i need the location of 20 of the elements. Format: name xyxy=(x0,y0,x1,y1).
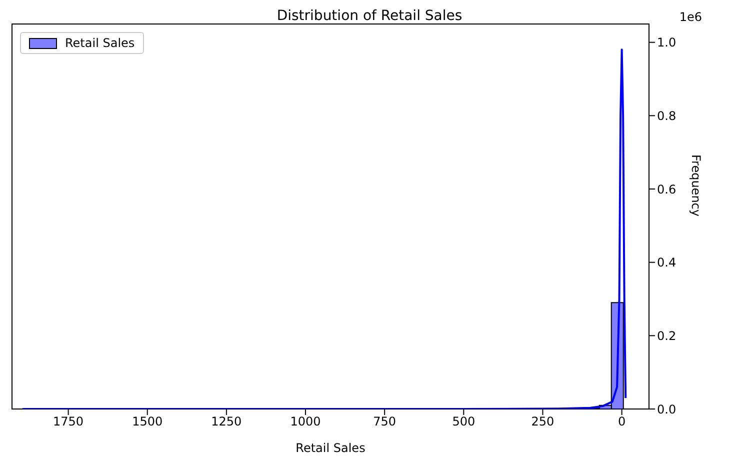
line-series xyxy=(21,48,627,409)
y-tick-label: 0.2 xyxy=(657,328,676,343)
x-tick-label: 1750 xyxy=(53,414,84,429)
y-tick-label: 1.0 xyxy=(657,36,676,50)
y-tick-label: 0.0 xyxy=(657,402,676,416)
y-tick-label: 0.8 xyxy=(657,108,676,123)
y-axis-title: Frequency xyxy=(688,154,703,216)
x-tick-label: 1500 xyxy=(132,414,163,429)
y-tick-label: 0.4 xyxy=(657,256,676,270)
x-tick-label: 1000 xyxy=(290,414,321,429)
x-tick-label: 0 xyxy=(618,414,626,429)
x-axis-title: Retail Sales xyxy=(296,441,366,455)
legend-label: Retail Sales xyxy=(65,36,135,50)
x-tick-label: 750 xyxy=(373,414,396,429)
x-tick-label: 250 xyxy=(531,414,554,429)
x-tick-label: 500 xyxy=(452,414,476,429)
text: 1e6 xyxy=(679,10,702,24)
y-tick-label: 0.6 xyxy=(657,182,676,196)
x-tick-label: 1250 xyxy=(211,414,242,429)
chart-title: Distribution of Retail Sales xyxy=(276,8,462,24)
